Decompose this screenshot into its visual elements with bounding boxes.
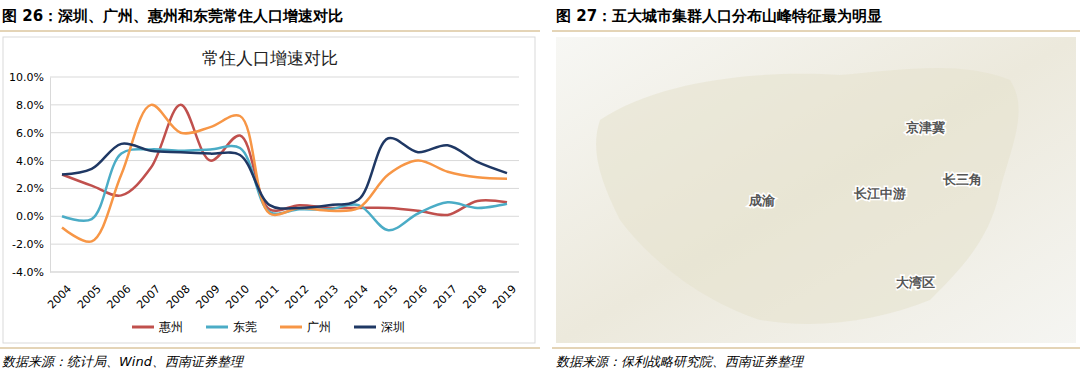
source-rule [0, 348, 540, 349]
source-rule [552, 348, 1080, 349]
grid-line [50, 132, 519, 133]
y-tick: -4.0% [12, 266, 50, 279]
x-tick: 2017 [431, 272, 460, 311]
x-tick-label: 2019 [490, 282, 519, 311]
x-tick-label: 2006 [105, 282, 134, 311]
y-tick-label: 4.0% [16, 155, 44, 168]
x-tick: 2019 [490, 272, 519, 311]
series-line [62, 105, 507, 242]
x-tick-label: 2007 [134, 282, 163, 311]
x-tick: 2016 [401, 272, 430, 311]
y-tick-label: 6.0% [16, 127, 44, 140]
legend-label: 深圳 [381, 320, 405, 334]
map-region-label: 京津冀 [905, 120, 945, 135]
map-region-label: 成渝 [748, 193, 776, 208]
grid-line [50, 244, 519, 245]
x-tick: 2013 [312, 272, 341, 311]
x-tick: 2012 [283, 272, 312, 311]
x-tick: 2006 [105, 272, 134, 311]
caption-rule [0, 31, 540, 32]
x-tick: 2010 [223, 272, 252, 311]
figure-source: 数据来源：统计局、Wind、西南证券整理 [2, 354, 245, 369]
x-tick-label: 2018 [461, 282, 490, 311]
x-tick: 2008 [164, 272, 193, 311]
legend-label: 广州 [307, 320, 331, 334]
y-tick: 10.0% [9, 71, 50, 84]
y-tick: 2.0% [16, 182, 50, 195]
chart-frame [3, 37, 535, 343]
x-axis: 2004200520062007200820092010201120122013… [45, 272, 519, 311]
legend-swatch [206, 326, 228, 329]
y-tick-label: 0.0% [16, 210, 44, 223]
figure-source: 数据来源：保利战略研究院、西南证券整理 [556, 354, 805, 369]
map-land [596, 68, 1018, 324]
series-line [62, 146, 507, 230]
chart-title: 常住人口增速对比 [202, 48, 338, 68]
grid [50, 77, 519, 272]
x-tick: 2009 [194, 272, 223, 311]
x-tick: 2005 [75, 272, 104, 311]
grid-line [50, 104, 519, 105]
grid-line [50, 188, 519, 189]
y-tick-label: 10.0% [9, 71, 44, 84]
x-tick-label: 2012 [283, 282, 312, 311]
x-tick-label: 2016 [401, 282, 430, 311]
x-tick-label: 2004 [45, 282, 74, 311]
grid-line [50, 77, 519, 78]
x-tick-label: 2005 [75, 282, 104, 311]
x-tick-label: 2008 [164, 282, 193, 311]
x-tick: 2007 [134, 272, 163, 311]
y-axis-line [50, 78, 51, 273]
x-axis-line [50, 272, 519, 273]
x-tick-label: 2014 [342, 282, 371, 311]
figure-caption: 图 27：五大城市集群人口分布山峰特征最为明显 [556, 7, 882, 25]
x-tick-label: 2011 [253, 282, 282, 311]
x-tick: 2018 [461, 272, 490, 311]
map-region-label: 长三角 [942, 172, 982, 187]
series-lines [62, 105, 507, 242]
x-tick: 2004 [45, 272, 74, 311]
figure-caption: 图 26：深圳、广州、惠州和东莞常住人口增速对比 [2, 7, 343, 25]
caption-rule [552, 31, 1080, 32]
x-tick-label: 2013 [312, 282, 341, 311]
y-tick-label: 8.0% [16, 99, 44, 112]
x-tick-label: 2010 [223, 282, 252, 311]
x-tick: 2014 [342, 272, 371, 311]
y-tick: 8.0% [16, 99, 50, 112]
series-line [62, 138, 507, 209]
legend-swatch [354, 326, 376, 329]
y-axis: -4.0% -2.0% 0.0% 2.0% 4.0% 6.0% 8.0% 10.0% [9, 71, 50, 279]
series-line [62, 105, 507, 215]
legend-label: 东莞 [233, 320, 257, 334]
legend-label: 惠州 [158, 320, 183, 334]
page: 图 26：深圳、广州、惠州和东莞常住人口增速对比数据来源：统计局、Wind、西南… [0, 0, 1080, 373]
y-tick: 0.0% [16, 210, 50, 223]
grid-line [50, 160, 519, 161]
y-tick-label: 2.0% [16, 182, 44, 195]
grid-line [50, 272, 519, 273]
y-tick: -2.0% [12, 238, 50, 251]
x-tick-label: 2017 [431, 282, 460, 311]
map-region-label: 长江中游 [853, 186, 906, 201]
x-tick-label: 2009 [194, 282, 223, 311]
x-tick-label: 2015 [372, 282, 401, 311]
legend: 惠州 东莞 广州 深圳 [132, 320, 405, 334]
y-tick-label: -4.0% [12, 266, 44, 279]
y-tick: 4.0% [16, 155, 50, 168]
map-background [556, 37, 1076, 343]
legend-swatch [132, 326, 154, 329]
legend-swatch [280, 326, 302, 329]
y-tick: 6.0% [16, 127, 50, 140]
x-tick: 2015 [372, 272, 401, 311]
y-tick-label: -2.0% [12, 238, 44, 251]
map-region-label: 大湾区 [896, 275, 935, 290]
x-tick: 2011 [253, 272, 282, 311]
